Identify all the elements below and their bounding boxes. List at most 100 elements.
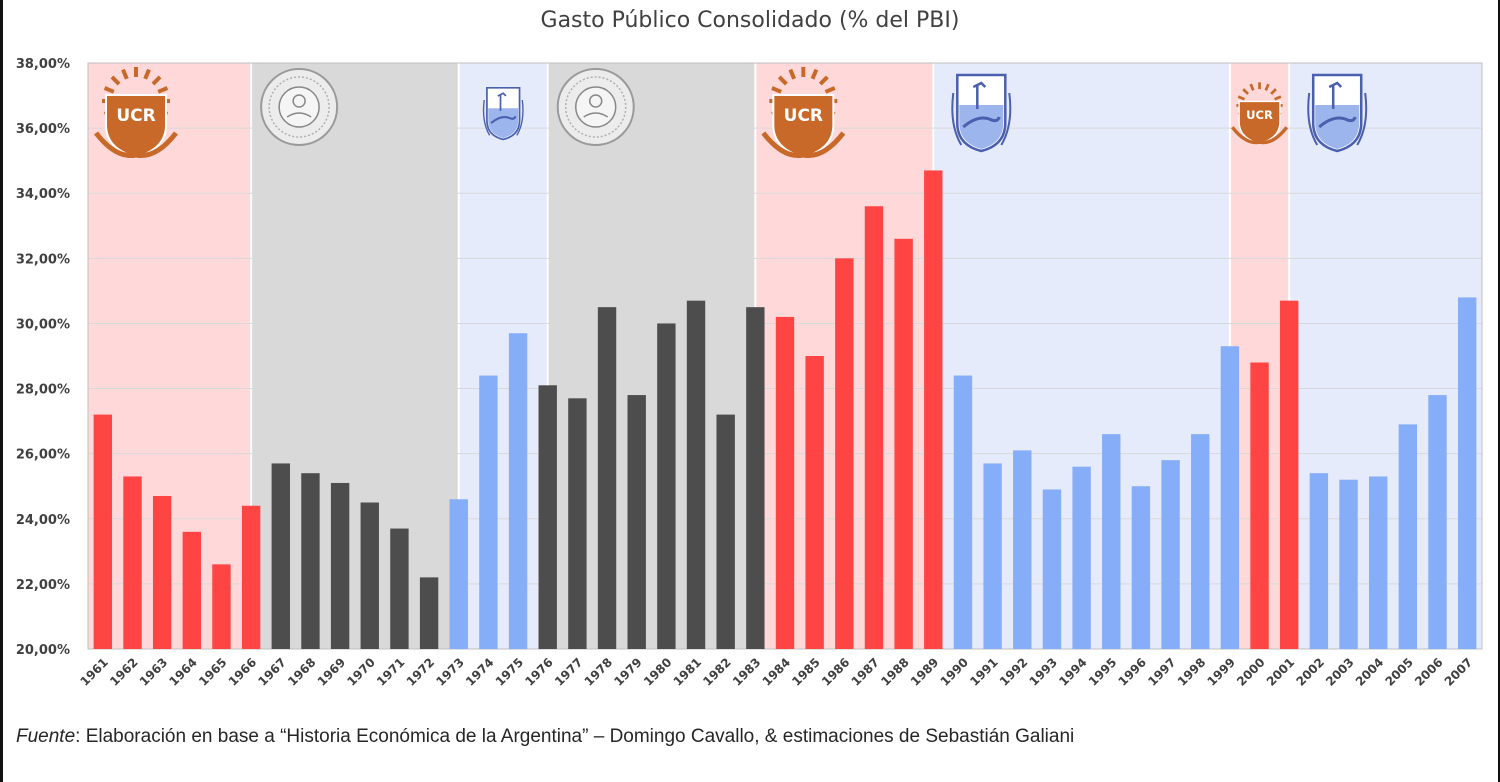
- x-tick-label: 1978: [582, 655, 616, 689]
- x-tick-label: 1993: [1027, 655, 1061, 689]
- x-tick-label: 1974: [463, 655, 497, 689]
- bar-1979: [627, 395, 646, 649]
- sun-ray: [1249, 83, 1255, 91]
- x-tick-label: 1997: [1145, 655, 1179, 689]
- pj-shield-icon: [482, 86, 524, 141]
- bar-2004: [1368, 476, 1388, 649]
- laurel-branch: [761, 131, 846, 159]
- x-tick-label: 1995: [1086, 655, 1120, 689]
- laurel-branch: [94, 131, 178, 159]
- sun-ray: [1264, 83, 1270, 91]
- bar-1966: [241, 505, 261, 649]
- y-tick-label: 22,00%: [16, 578, 70, 593]
- y-tick-label: 38,00%: [16, 57, 70, 72]
- bar-1985: [805, 356, 824, 649]
- x-tick-label: 1980: [641, 655, 675, 689]
- sun-ray: [1270, 88, 1277, 95]
- bar-1997: [1161, 460, 1180, 649]
- x-tick-label: 1996: [1116, 655, 1150, 689]
- national-seal-icon: [556, 68, 635, 146]
- pj-laurel: [482, 99, 524, 136]
- seal-hands: [583, 112, 609, 118]
- x-tick-label: 1966: [226, 655, 260, 689]
- bar-1974: [479, 375, 498, 649]
- pj-shield-icon: [1307, 73, 1368, 153]
- x-tick-label: 1991: [967, 655, 1001, 689]
- x-tick-label: 1975: [493, 655, 527, 689]
- bar-1999: [1220, 346, 1240, 649]
- sun-ray: [1274, 95, 1282, 101]
- y-axis-ticks: 20,00% 22,00% 24,00% 26,00% 28,00% 30,00% 32,0…: [16, 57, 70, 658]
- bar-1988: [894, 238, 913, 650]
- x-tick-label: 1977: [552, 655, 586, 689]
- bar-1977: [568, 398, 587, 649]
- ucr-shield-icon: UCR: [761, 67, 846, 159]
- pj-shield-fill: [488, 108, 519, 139]
- pj-shield-icon: [951, 73, 1012, 153]
- x-tick-label: 1964: [166, 655, 200, 689]
- period-logos: UCR UCR UCR: [94, 67, 1368, 159]
- x-tick-label: 1983: [730, 655, 764, 689]
- x-tick-label: 1962: [107, 655, 141, 689]
- bar-2006: [1428, 395, 1447, 649]
- source-label: Fuente: [16, 726, 76, 747]
- period-band-pj: [458, 63, 548, 649]
- seal-hands: [286, 112, 312, 118]
- x-tick-label: 1970: [344, 655, 378, 689]
- x-axis-ticks: 1961196219631964196519661967196819691970…: [77, 655, 1475, 689]
- bar-1996: [1131, 486, 1151, 649]
- sun-ray: [777, 75, 788, 86]
- bar-1964: [182, 531, 202, 649]
- shield-shape: [772, 94, 835, 159]
- sun-ray: [810, 68, 819, 80]
- x-tick-label: 1961: [77, 655, 111, 689]
- x-tick-label: 1999: [1204, 655, 1238, 689]
- y-tick-label: 36,00%: [16, 122, 70, 137]
- y-tick-label: 30,00%: [16, 317, 70, 332]
- sun-ray: [157, 86, 169, 94]
- bar-2002: [1309, 473, 1329, 649]
- bar-1989: [924, 170, 943, 649]
- x-tick-label: 1968: [285, 655, 319, 689]
- bar-1995: [1102, 434, 1121, 649]
- bar-1973: [449, 499, 468, 649]
- pj-pike: [497, 92, 507, 111]
- x-tick-label: 2002: [1293, 655, 1327, 689]
- bar-2007: [1457, 297, 1477, 649]
- y-tick-label: 20,00%: [16, 643, 70, 658]
- bar-1961: [93, 414, 113, 649]
- pj-shield-fill: [1315, 105, 1360, 149]
- bar-2003: [1339, 479, 1358, 649]
- laurel-branch: [1231, 126, 1289, 145]
- sun-ray: [1237, 95, 1245, 101]
- x-tick-label: 1998: [1175, 655, 1209, 689]
- x-tick-label: 1989: [908, 655, 942, 689]
- bar-2000: [1250, 362, 1269, 649]
- bar-1984: [775, 316, 795, 649]
- bars: [93, 170, 1477, 650]
- x-tick-label: 1990: [938, 655, 972, 689]
- x-tick-label: 1984: [760, 655, 794, 689]
- x-tick-label: 1971: [374, 655, 408, 689]
- source-text: : Elaboración en base a “Historia Económ…: [75, 726, 1075, 747]
- ucr-logo-text: UCR: [1246, 108, 1273, 122]
- y-tick-label: 24,00%: [16, 513, 70, 528]
- bar-1983: [746, 307, 765, 649]
- bar-1969: [330, 482, 350, 649]
- x-tick-label: 1969: [315, 655, 349, 689]
- x-tick-label: 1963: [137, 655, 171, 689]
- bar-1965: [212, 564, 231, 649]
- x-tick-label: 1982: [700, 655, 734, 689]
- x-tick-label: 2001: [1264, 655, 1298, 689]
- x-tick-label: 2003: [1323, 655, 1357, 689]
- sun-ray: [121, 68, 129, 80]
- bar-1978: [597, 307, 617, 649]
- sun-ray: [788, 68, 797, 80]
- bar-1975: [508, 333, 528, 649]
- seal-ring: [268, 76, 330, 138]
- sun-ray: [110, 75, 121, 86]
- x-tick-label: 2004: [1353, 655, 1387, 689]
- seal-ring: [564, 76, 627, 138]
- sun-ray: [824, 86, 836, 94]
